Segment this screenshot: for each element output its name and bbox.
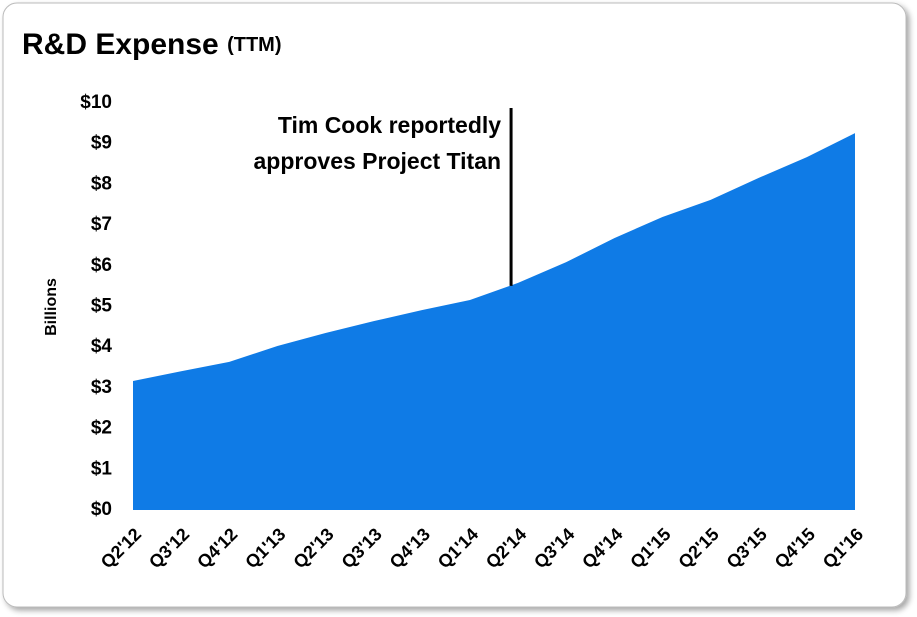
title-suffix: (TTM) [227,34,281,56]
area [133,133,855,511]
y-tick-label: $10 [80,92,112,113]
title-main: R&D Expense [22,28,219,61]
y-tick-label: $9 [91,133,112,154]
y-tick-label: $4 [91,336,113,357]
y-tick-label: $8 [91,173,112,194]
annotation-text: Tim Cook reportedly [278,112,501,138]
y-axis-label: Billions [43,278,60,336]
y-tick-label: $7 [91,214,112,235]
y-tick-label: $2 [91,418,112,439]
y-tick-label: $1 [91,458,113,479]
y-tick-label: $0 [91,499,112,520]
y-tick-label: $3 [91,377,112,398]
y-tick-label: $6 [91,255,112,276]
chart-title: R&D Expense (TTM) [22,28,282,61]
y-tick-label: $5 [91,296,113,317]
annotation-text: approves Project Titan [254,148,502,174]
